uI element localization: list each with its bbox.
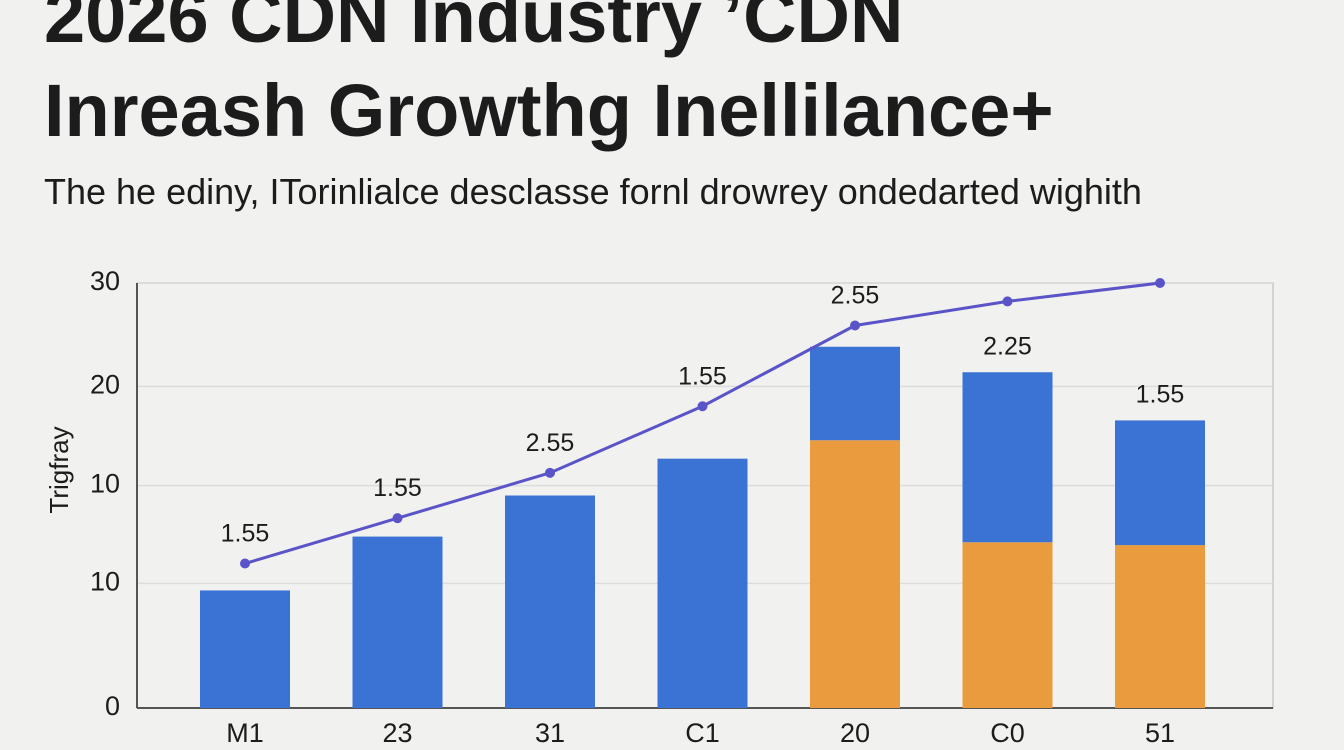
line-point [850,320,860,331]
y-tick-label: 0 [105,691,120,721]
bar-segment [200,590,290,708]
data-label: 1.55 [373,474,422,502]
bar-segment [1115,545,1205,708]
bar-segment [1115,420,1205,546]
data-label: 1.55 [221,520,270,548]
line-point [240,558,250,569]
data-label: 2.55 [831,282,880,310]
x-tick-label: M1 [226,718,264,748]
x-tick-label: 20 [840,718,870,748]
x-tick-label: C1 [685,718,720,748]
y-axis-title: Trigfray [44,426,74,513]
x-tick-label: 31 [535,718,565,748]
chart-title: Inreash Growthg Inellilance+ [44,69,1054,152]
x-tick-label: 23 [382,718,412,748]
line-point [545,467,555,478]
bar-segment [657,458,748,708]
line-point [1155,278,1165,288]
y-tick-label: 10 [90,566,120,596]
data-label: 1.55 [678,362,727,390]
y-tick-label: 30 [90,266,120,296]
bar-segment [505,495,595,708]
data-label: 1.55 [1136,380,1185,408]
bar-segment [810,440,900,708]
data-label: 2.55 [526,429,575,457]
chart-title: 2026 CDN Industry ’CDN [44,0,903,58]
bar-segment [962,372,1053,543]
line-point [697,401,708,412]
y-tick-label: 20 [90,370,120,400]
line-point [392,513,403,524]
chart-subtitle: The he ediny, ITorinlialce desclasse for… [44,171,1142,212]
x-tick-label: C0 [990,718,1025,748]
line-point [1002,296,1013,307]
bar-segment [352,536,443,708]
x-tick-label: 51 [1145,718,1175,748]
data-label: 2.25 [983,332,1032,360]
bar-segment [962,542,1053,708]
bar-segment [810,346,900,441]
y-tick-label: 10 [90,469,120,499]
